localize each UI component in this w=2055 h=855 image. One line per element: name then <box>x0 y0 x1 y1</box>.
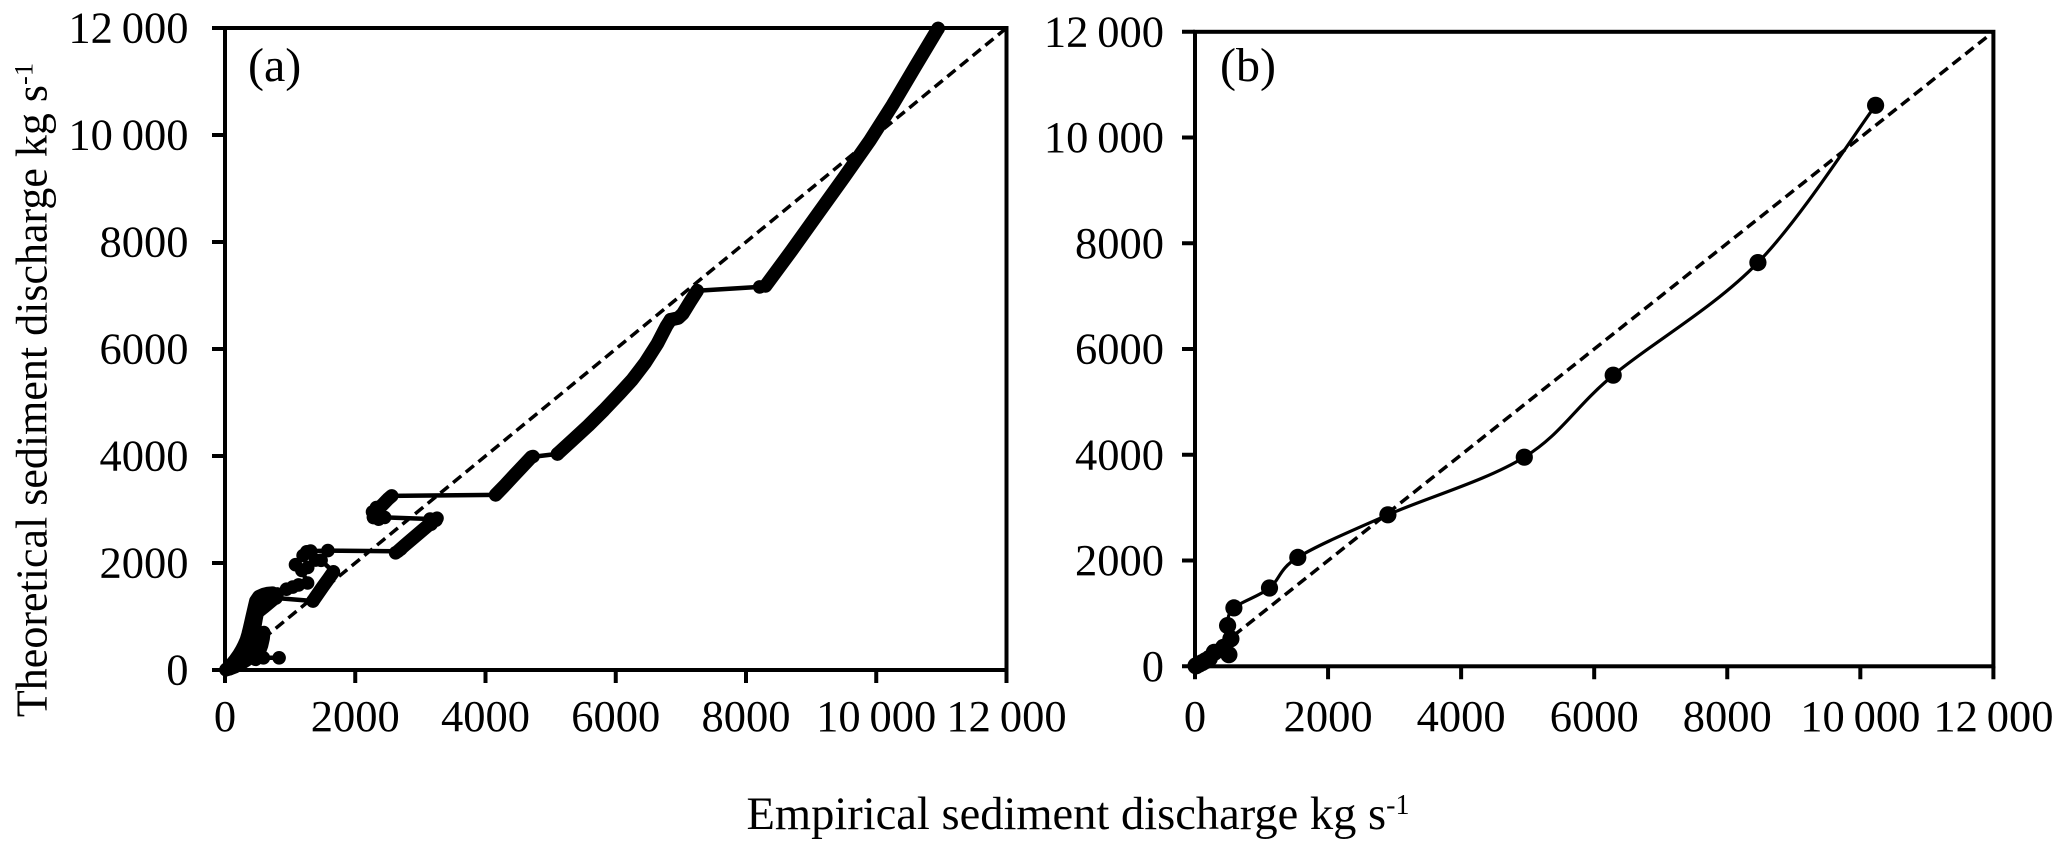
svg-text:0: 0 <box>166 645 188 695</box>
svg-text:8000: 8000 <box>1075 218 1164 268</box>
svg-text:(b): (b) <box>1220 39 1276 92</box>
svg-text:6000: 6000 <box>1550 691 1639 741</box>
svg-text:10 000: 10 000 <box>1044 112 1164 162</box>
svg-text:2000: 2000 <box>1284 691 1373 741</box>
svg-text:8000: 8000 <box>702 691 791 741</box>
svg-text:4000: 4000 <box>100 431 189 481</box>
svg-text:Empirical sediment discharge k: Empirical sediment discharge kg s-1 <box>747 789 1410 840</box>
svg-text:12 000: 12 000 <box>946 691 1066 741</box>
svg-text:10 000: 10 000 <box>68 110 188 160</box>
svg-text:4000: 4000 <box>441 691 530 741</box>
svg-text:2000: 2000 <box>311 691 400 741</box>
svg-text:8000: 8000 <box>1683 691 1772 741</box>
svg-text:12 000: 12 000 <box>68 3 188 53</box>
svg-text:6000: 6000 <box>571 691 660 741</box>
svg-text:2000: 2000 <box>1075 535 1164 585</box>
svg-text:10 000: 10 000 <box>816 691 936 741</box>
svg-text:6000: 6000 <box>1075 324 1164 374</box>
svg-text:12 000: 12 000 <box>1044 6 1164 56</box>
svg-text:12 000: 12 000 <box>1933 691 2053 741</box>
svg-text:0: 0 <box>1184 691 1206 741</box>
svg-text:10 000: 10 000 <box>1800 691 1920 741</box>
svg-text:8000: 8000 <box>100 217 189 267</box>
svg-text:4000: 4000 <box>1417 691 1506 741</box>
svg-text:4000: 4000 <box>1075 429 1164 479</box>
svg-text:6000: 6000 <box>100 324 189 374</box>
svg-text:0: 0 <box>1142 641 1164 691</box>
svg-text:0: 0 <box>214 691 236 741</box>
svg-text:Theoretical sediment discharge: Theoretical sediment discharge kg s-1 <box>8 63 57 717</box>
svg-text:2000: 2000 <box>100 538 189 588</box>
svg-text:(a): (a) <box>248 39 301 92</box>
